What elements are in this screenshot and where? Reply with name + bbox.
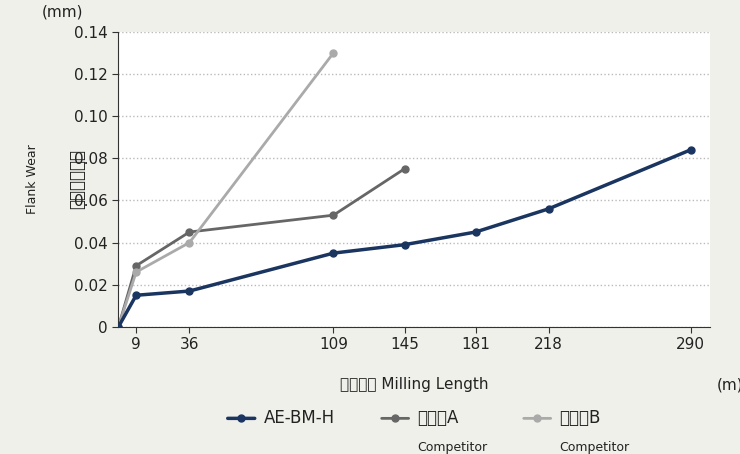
- Text: Competitor: Competitor: [417, 441, 488, 454]
- Text: 他社品A: 他社品A: [417, 410, 459, 427]
- Text: 他社品B: 他社品B: [559, 410, 601, 427]
- Text: Competitor: Competitor: [559, 441, 630, 454]
- Text: (mm): (mm): [41, 5, 83, 20]
- Text: 逃げ面摩耗幅: 逃げ面摩耗幅: [68, 149, 86, 209]
- Text: Flank Wear: Flank Wear: [26, 144, 39, 214]
- Text: 切削長さ Milling Length: 切削長さ Milling Length: [340, 377, 488, 392]
- Text: (m): (m): [716, 377, 740, 392]
- Text: AE-BM-H: AE-BM-H: [263, 410, 334, 427]
